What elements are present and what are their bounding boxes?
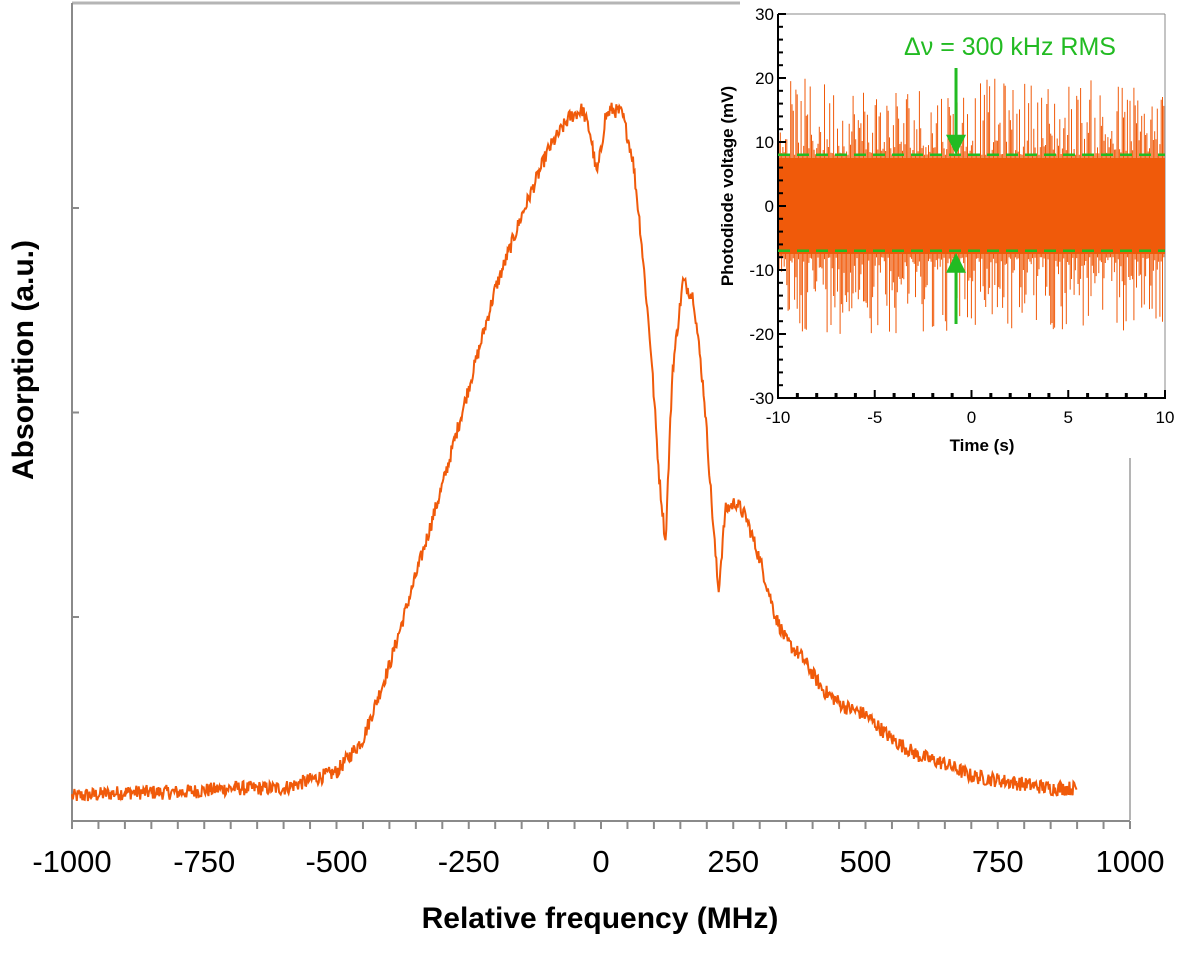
main-y-axis-title: Absorption (a.u.) <box>7 240 40 480</box>
inset-x-tick-label: -10 <box>766 408 791 427</box>
linewidth-annotation: Δν = 300 kHz RMS <box>778 33 1165 324</box>
inset-y-axis-title: Photodiode voltage (mV) <box>718 86 737 286</box>
main-series-line <box>71 102 1078 802</box>
inset-y-tick-label: -30 <box>749 389 774 408</box>
linewidth-label: Δν = 300 kHz RMS <box>904 33 1116 61</box>
up-arrow-head <box>946 252 967 273</box>
inset-y-tick-label: 30 <box>755 5 774 24</box>
main-y-ticks <box>72 207 79 618</box>
main-x-axis-title: Relative frequency (MHz) <box>422 902 779 935</box>
main-x-tick-label: -1000 <box>32 844 111 879</box>
inset-y-tick-labels: 30 20 10 0 -10 -20 -30 <box>749 5 774 408</box>
main-x-tick-label: -750 <box>173 844 235 879</box>
main-x-ticks <box>71 821 1131 829</box>
inset-x-tick-label: 10 <box>1156 408 1175 427</box>
inset-y-tick-label: 0 <box>765 197 774 216</box>
inset-chart: -10 -5 0 5 10 30 20 10 0 -10 -20 -30 Time (s) Phot… <box>718 2 1179 458</box>
main-x-tick-label: 1000 <box>1096 844 1165 879</box>
inset-noise-trace <box>778 78 1165 334</box>
main-x-tick-label: 750 <box>972 844 1024 879</box>
inset-y-tick-label: -10 <box>749 261 774 280</box>
inset-ticks <box>777 13 1166 399</box>
main-x-tick-label: 250 <box>707 844 759 879</box>
main-x-tick-labels: -1000 -750 -500 -250 0 250 500 750 1000 <box>32 844 1164 879</box>
inset-x-tick-label: -5 <box>867 408 882 427</box>
main-x-tick-label: 0 <box>592 844 609 879</box>
inset-y-tick-label: -20 <box>749 325 774 344</box>
inset-x-tick-label: 5 <box>1064 408 1073 427</box>
inset-x-tick-label: 0 <box>967 408 976 427</box>
main-chart: -1000 -750 -500 -250 0 250 500 750 1000 Relative… <box>7 1 1164 935</box>
inset-x-tick-labels: -10 -5 0 5 10 <box>766 408 1175 427</box>
down-arrow-head <box>946 134 967 155</box>
main-x-tick-label: -250 <box>438 844 500 879</box>
main-x-tick-label: -500 <box>305 844 367 879</box>
inset-x-axis-title: Time (s) <box>950 436 1015 455</box>
main-x-tick-label: 500 <box>840 844 892 879</box>
inset-y-tick-label: 20 <box>755 69 774 88</box>
inset-y-tick-label: 10 <box>755 133 774 152</box>
